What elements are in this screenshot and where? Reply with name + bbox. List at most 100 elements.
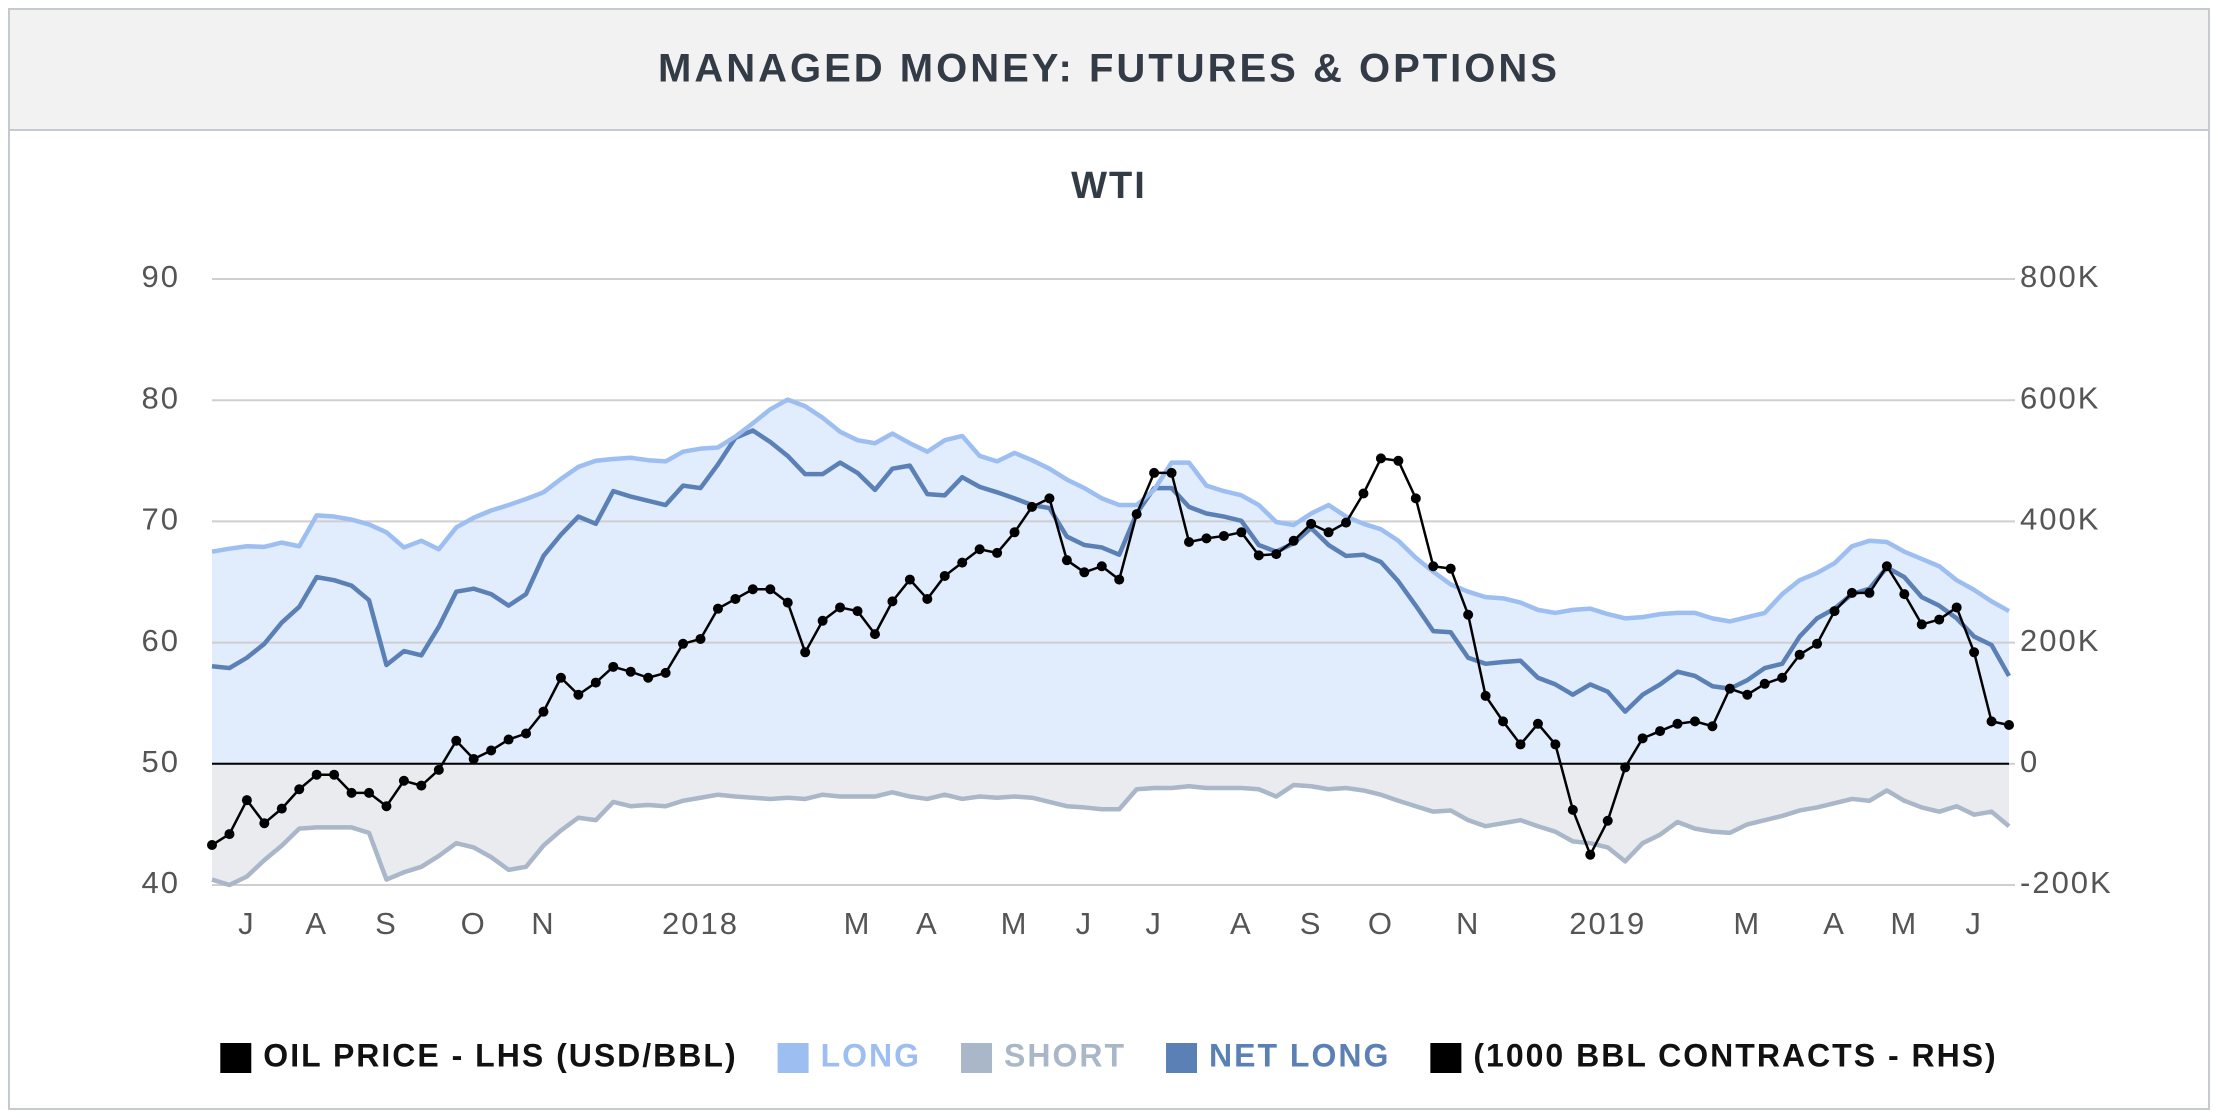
point <box>1166 467 1177 478</box>
point <box>1358 488 1369 499</box>
legend-swatch <box>1166 1043 1198 1073</box>
point <box>974 544 985 555</box>
point <box>276 803 287 814</box>
point <box>730 593 741 604</box>
point <box>311 769 322 780</box>
point <box>503 734 514 745</box>
point <box>2004 720 2014 731</box>
x-tick-label: N <box>1456 906 1480 941</box>
x-tick-label: O <box>1368 906 1394 941</box>
point <box>782 597 793 608</box>
x-tick-label: A <box>1823 906 1846 941</box>
point <box>1218 530 1229 541</box>
point <box>1061 555 1072 566</box>
point <box>1288 535 1299 546</box>
point <box>1498 716 1509 727</box>
point <box>486 745 497 756</box>
point <box>1829 606 1840 617</box>
y-tick-label: 80 <box>142 380 180 415</box>
point <box>329 769 340 780</box>
point <box>1620 762 1631 773</box>
y-tick-label: 60 <box>142 623 180 658</box>
point <box>992 547 1003 558</box>
area <box>212 763 2009 885</box>
point <box>1009 527 1020 538</box>
point <box>1881 561 1892 572</box>
series-line <box>211 782 2011 888</box>
x-tick-label: A <box>1230 906 1253 941</box>
point <box>608 661 619 672</box>
point <box>364 787 375 798</box>
point <box>1375 453 1386 464</box>
point <box>346 787 357 798</box>
y2-tick-label: 800K <box>2020 259 2100 294</box>
point <box>1550 739 1561 750</box>
point <box>1463 609 1474 620</box>
chart-title: MANAGED MONEY: FUTURES & OPTIONS <box>658 47 1560 91</box>
legend-swatch <box>1430 1043 1462 1073</box>
point <box>643 672 654 683</box>
point <box>1271 549 1282 560</box>
legend-label: NET LONG <box>1209 1037 1390 1073</box>
point <box>224 829 235 840</box>
series-line <box>211 428 2011 714</box>
point <box>468 753 479 764</box>
x-tick-label: J <box>238 906 256 941</box>
point <box>1026 501 1037 512</box>
point <box>1532 718 1543 729</box>
point <box>1777 672 1788 683</box>
point <box>590 677 601 688</box>
point <box>433 764 444 775</box>
point <box>1864 587 1875 598</box>
point <box>1672 718 1683 729</box>
point <box>1114 574 1125 585</box>
point <box>1567 804 1578 815</box>
point <box>1759 678 1770 689</box>
point <box>1341 517 1352 528</box>
point <box>521 728 532 739</box>
x-tick-label: A <box>305 906 328 941</box>
point <box>1428 561 1439 572</box>
x-tick-label: J <box>1965 906 1983 941</box>
x-tick-label: 2018 <box>662 906 739 941</box>
point <box>660 667 671 678</box>
point <box>207 840 217 851</box>
point <box>1323 527 1334 538</box>
point <box>835 602 846 613</box>
point <box>1794 649 1805 660</box>
chart-subtitle: WTI <box>1071 165 1147 207</box>
x-tick-label: 2019 <box>1569 906 1646 941</box>
point <box>1846 587 1857 598</box>
x-tick-label: N <box>531 906 555 941</box>
point <box>1306 518 1317 529</box>
point <box>678 638 689 649</box>
point <box>1201 533 1212 544</box>
point <box>241 795 252 806</box>
x-tick-label: M <box>1001 906 1029 941</box>
point <box>259 818 270 829</box>
point <box>712 603 723 614</box>
point <box>869 629 880 640</box>
point <box>800 647 811 658</box>
point <box>625 666 636 677</box>
point <box>887 596 898 607</box>
point <box>381 801 392 812</box>
point <box>1253 550 1264 561</box>
legend-swatch <box>961 1043 993 1073</box>
y2-tick-label: 400K <box>2020 502 2100 537</box>
legend-swatch <box>777 1043 809 1073</box>
point <box>1079 567 1090 578</box>
point <box>747 584 758 595</box>
point <box>1184 537 1195 548</box>
point <box>1916 619 1927 630</box>
point <box>695 633 706 644</box>
point <box>957 557 968 568</box>
y-tick-label: 50 <box>142 744 180 779</box>
point <box>1812 638 1823 649</box>
point <box>1934 614 1945 625</box>
series-line <box>211 397 2011 624</box>
point <box>1724 683 1735 694</box>
point <box>1637 733 1648 744</box>
point <box>1899 589 1910 600</box>
x-tick-label: M <box>844 906 872 941</box>
